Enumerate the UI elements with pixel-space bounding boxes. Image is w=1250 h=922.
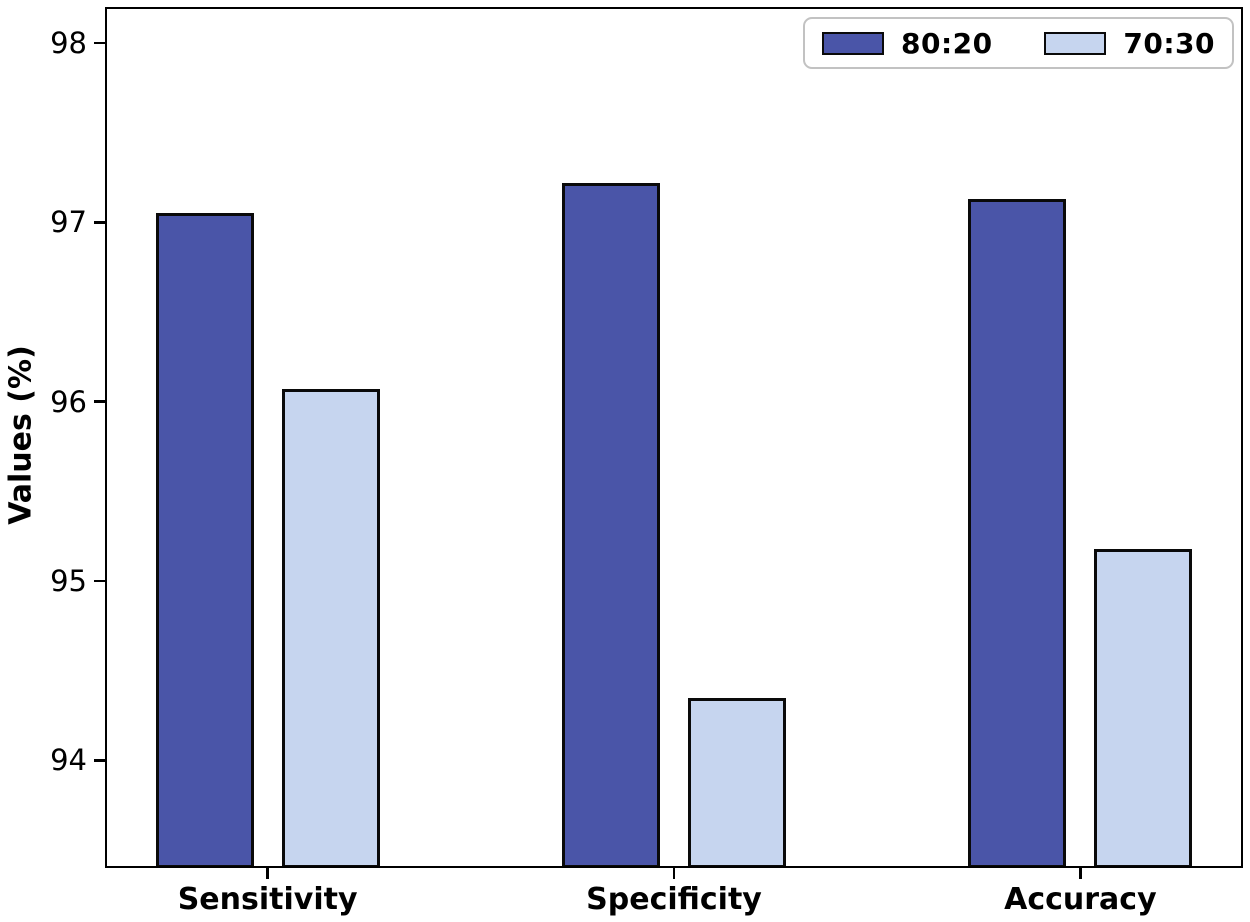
x-tick-mark <box>672 868 676 879</box>
bar-70-30-specificity <box>688 697 786 868</box>
legend-label-80-20: 80:20 <box>901 26 993 60</box>
y-tick-mark <box>94 400 105 403</box>
y-tick-mark <box>94 221 105 224</box>
y-tick-mark <box>94 579 105 583</box>
y-tick-label: 98 <box>50 25 87 60</box>
plot-area <box>105 7 1243 868</box>
x-tick-mark <box>1079 868 1082 879</box>
legend-item-80-20: 80:20 <box>822 27 993 60</box>
bar-70-30-sensitivity <box>281 389 380 868</box>
y-tick-mark <box>94 759 105 762</box>
bar-80-20-specificity <box>562 182 660 868</box>
x-tick-mark <box>266 868 269 879</box>
y-tick-label: 97 <box>50 205 87 240</box>
y-tick-label: 95 <box>50 564 87 598</box>
bar-80-20-sensitivity <box>155 213 254 868</box>
x-tick-label-accuracy: Accuracy <box>1004 882 1157 917</box>
legend-swatch-70-30 <box>1044 31 1107 55</box>
y-axis-title: Values (%) <box>3 345 39 525</box>
legend-label-70-30: 70:30 <box>1123 26 1215 60</box>
legend-swatch-80-20 <box>822 31 884 55</box>
y-tick-label: 96 <box>50 384 87 419</box>
bar-70-30-accuracy <box>1094 548 1193 868</box>
y-tick-mark <box>94 41 105 45</box>
bar-80-20-accuracy <box>968 198 1067 868</box>
x-tick-label-sensitivity: Sensitivity <box>177 882 358 917</box>
legend-item-70-30: 70:30 <box>1044 27 1215 60</box>
x-tick-label-specificity: Specificity <box>586 882 762 917</box>
legend: 80:20 70:30 <box>803 17 1234 69</box>
y-tick-label: 94 <box>50 743 87 778</box>
